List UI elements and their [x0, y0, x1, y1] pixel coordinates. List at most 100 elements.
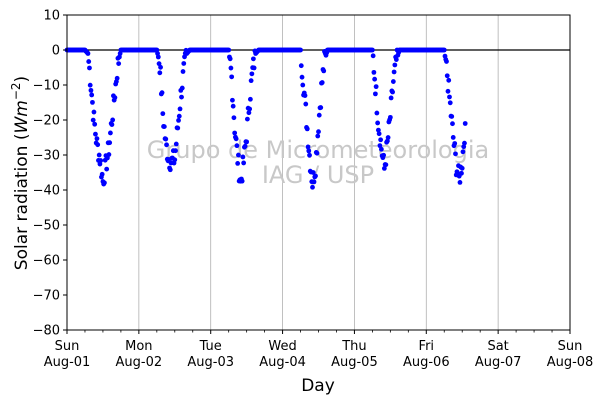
data-point [247, 96, 253, 102]
data-point [392, 62, 398, 68]
data-point [319, 80, 325, 85]
data-point [177, 106, 183, 112]
data-point [227, 56, 233, 62]
data-point [90, 99, 95, 105]
x-axis-title: Day [301, 376, 335, 396]
data-point [372, 91, 378, 97]
data-point [449, 114, 455, 119]
data-point [444, 73, 450, 79]
x-tick-day: Sun [558, 339, 583, 354]
data-point [85, 51, 91, 56]
data-point [94, 136, 100, 141]
data-point [247, 106, 253, 112]
data-point [459, 170, 464, 176]
data-point [235, 161, 241, 166]
data-point [315, 133, 321, 139]
data-point [114, 75, 120, 81]
watermark: Grupo de Micrometeorologia IAG / USP [147, 136, 489, 189]
y-tick-label: −40 [33, 184, 60, 199]
data-point [387, 114, 393, 120]
data-point [87, 82, 93, 88]
data-point [460, 149, 466, 155]
data-point [87, 65, 92, 71]
x-tick-date: Aug-05 [331, 355, 378, 370]
data-point [374, 110, 380, 116]
data-point [239, 178, 245, 184]
data-point [231, 115, 237, 121]
y-tick-label: −10 [33, 79, 60, 94]
data-point [378, 146, 384, 152]
x-tick-date: Aug-08 [547, 355, 594, 370]
data-point [306, 148, 312, 154]
data-point [230, 103, 236, 109]
data-point [381, 166, 387, 171]
x-tick-date: Aug-03 [187, 355, 234, 370]
data-point [383, 162, 389, 168]
data-point [453, 151, 458, 157]
data-point [310, 170, 316, 175]
data-point [89, 92, 95, 98]
data-point [241, 160, 247, 166]
data-point [450, 121, 455, 127]
data-point [316, 112, 322, 118]
data-point [228, 65, 234, 71]
data-point [242, 143, 248, 149]
data-point [175, 125, 181, 131]
data-point [457, 179, 463, 185]
data-point [93, 131, 98, 137]
data-point [229, 74, 235, 80]
data-point [246, 110, 252, 116]
data-point [298, 63, 304, 69]
x-tick-day: Mon [125, 339, 152, 354]
data-point [369, 47, 375, 53]
data-point [96, 152, 102, 158]
data-point [462, 121, 468, 126]
data-point [446, 77, 452, 83]
data-point [156, 61, 162, 67]
y-tick-label: −70 [33, 289, 60, 304]
data-point [99, 171, 105, 177]
data-point [108, 130, 113, 136]
y-axis-ticks: 10 0 −10 −20 −30 −40 −50 −60 −70 −80 [33, 9, 67, 339]
data-point [381, 152, 387, 158]
x-tick-date: Aug-01 [44, 355, 91, 370]
data-point [375, 127, 381, 133]
x-tick-day: Sun [55, 339, 80, 354]
data-point [226, 47, 232, 53]
data-point [230, 97, 235, 103]
data-point [307, 152, 312, 158]
data-point [233, 136, 239, 142]
data-point [176, 113, 182, 119]
data-point [244, 139, 250, 145]
data-point [110, 117, 116, 123]
data-point [459, 165, 465, 171]
data-point [390, 89, 395, 95]
data-point [116, 61, 122, 67]
x-tick-date: Aug-06 [403, 355, 450, 370]
data-point [298, 47, 303, 53]
data-point [250, 56, 256, 62]
data-point [102, 180, 107, 186]
data-point [447, 100, 453, 106]
y-tick-label: −20 [33, 114, 60, 129]
data-point [375, 120, 381, 126]
data-point [173, 148, 178, 154]
data-point [249, 71, 255, 77]
x-tick-date: Aug-02 [116, 355, 163, 370]
data-point [176, 118, 181, 123]
data-point [444, 59, 449, 64]
data-point [373, 84, 379, 90]
data-point [388, 95, 394, 101]
data-point [372, 76, 378, 82]
y-tick-label: −50 [33, 219, 60, 234]
data-point [311, 179, 317, 185]
data-point [302, 93, 308, 98]
data-point [304, 126, 310, 132]
data-point [310, 184, 315, 190]
data-point [91, 109, 97, 115]
y-tick-label: −80 [33, 324, 60, 339]
data-point [88, 87, 94, 93]
x-tick-day: Tue [199, 339, 222, 354]
data-point [248, 78, 254, 84]
